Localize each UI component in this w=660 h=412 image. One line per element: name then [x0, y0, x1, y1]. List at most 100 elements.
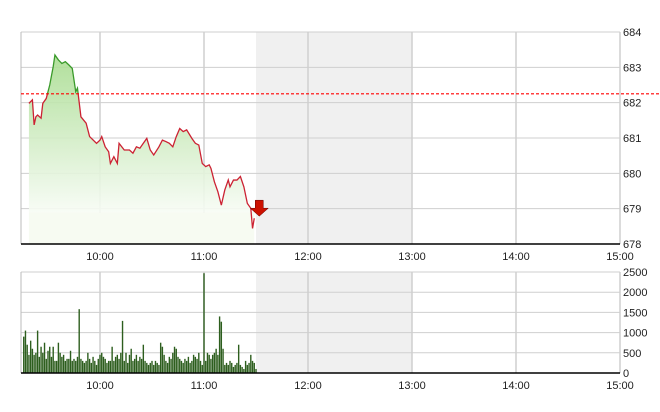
down-arrow-icon — [249, 199, 269, 217]
x-tick-label: 10:00 — [86, 251, 114, 263]
volume-bar — [182, 362, 184, 373]
volume-bar — [59, 352, 61, 373]
volume-bar — [173, 346, 176, 373]
volume-bar — [170, 358, 172, 373]
volume-bar — [166, 362, 169, 373]
volume-bar — [31, 348, 34, 373]
volume-bar — [158, 364, 160, 373]
volume-bar — [156, 362, 158, 373]
volume-bar — [179, 358, 181, 373]
y-tick-label: 682 — [623, 98, 641, 110]
volume-bar — [42, 352, 44, 373]
volume-bar — [224, 364, 226, 373]
volume-bar — [210, 358, 212, 373]
volume-bar — [113, 360, 115, 373]
volume-bar — [194, 356, 197, 373]
x-tick-label: 12:00 — [294, 251, 322, 263]
volume-bar — [208, 354, 210, 373]
volume-bar — [218, 316, 221, 373]
volume-bar — [128, 354, 131, 373]
volume-bar — [236, 362, 238, 373]
volume-bar — [80, 358, 82, 373]
volume-bar — [196, 358, 198, 373]
x-tick-label: 13:00 — [398, 380, 426, 392]
volume-bar — [87, 352, 89, 373]
volume-bar — [163, 354, 165, 373]
volume-bar — [198, 352, 200, 373]
y-tick-label: 681 — [623, 133, 641, 145]
volume-bar — [78, 309, 80, 373]
volume-bar — [61, 356, 63, 373]
volume-bar — [180, 360, 183, 373]
volume-bar — [225, 362, 228, 373]
volume-bar — [205, 360, 207, 373]
volume-bar — [97, 358, 99, 373]
y-tick-label: 683 — [623, 62, 641, 74]
volume-panel: 0 500 1000 1500 2000 2500 10:00 11:00 12:00 13:00… — [20, 267, 647, 392]
volume-bar — [73, 358, 75, 373]
volume-bar — [29, 340, 32, 373]
volume-bar — [168, 356, 171, 373]
volume-bar — [232, 366, 235, 373]
volume-bar — [253, 362, 255, 373]
y-tick-label: 1000 — [623, 328, 647, 340]
volume-bar — [149, 362, 151, 373]
y-tick-label: 679 — [623, 204, 641, 216]
volume-bar — [33, 354, 35, 373]
volume-bar — [144, 360, 146, 373]
volume-bar — [116, 354, 119, 373]
volume-bar — [66, 358, 68, 373]
volume-bar — [125, 352, 127, 373]
volume-bar — [135, 354, 138, 373]
volume-bar — [250, 354, 252, 373]
volume-bar — [192, 354, 195, 373]
volume-bar — [88, 358, 91, 373]
volume-bar — [140, 358, 143, 373]
volume-bar — [121, 320, 124, 373]
volume-bar — [161, 346, 164, 373]
volume-bar — [234, 364, 236, 373]
y-tick-label: 500 — [623, 348, 641, 360]
volume-bar — [69, 350, 72, 373]
volume-bar — [111, 346, 113, 373]
volume-bar — [151, 360, 153, 373]
volume-bar — [206, 352, 209, 373]
volume-bar — [211, 354, 214, 373]
volume-bar — [118, 358, 120, 373]
volume-bar — [251, 360, 254, 373]
volume-bar — [215, 348, 217, 373]
volume-bar — [101, 352, 103, 373]
price-area-fill — [28, 54, 255, 229]
volume-bar — [142, 344, 145, 373]
x-tick-label: 15:00 — [606, 251, 634, 263]
volume-bar — [102, 356, 105, 373]
volume-bar — [40, 346, 42, 373]
volume-bar — [177, 356, 179, 373]
x-tick-label: 14:00 — [502, 251, 530, 263]
volume-bar — [90, 362, 93, 373]
volume-bar — [220, 321, 223, 373]
volume-bar — [55, 360, 58, 373]
x-tick-label: 12:00 — [294, 380, 322, 392]
volume-bar — [244, 360, 247, 373]
volume-bar — [71, 360, 73, 373]
volume-bar — [107, 360, 110, 373]
volume-bar — [54, 360, 56, 373]
volume-bar — [92, 356, 94, 373]
volume-bar — [36, 330, 39, 373]
volume-bar — [154, 360, 157, 373]
volume-bar — [133, 358, 136, 373]
y-tick-label: 2500 — [623, 267, 647, 279]
volume-bar — [85, 360, 87, 373]
volume-bar — [229, 360, 231, 373]
x-tick-label: 10:00 — [86, 380, 114, 392]
volume-bar — [52, 346, 54, 373]
volume-bar — [239, 364, 242, 373]
volume-bar — [147, 364, 150, 373]
y-tick-label: 678 — [623, 239, 641, 251]
volume-bar — [184, 358, 186, 373]
volume-bar — [199, 360, 202, 373]
volume-bar — [191, 360, 193, 373]
volume-bar — [185, 360, 188, 373]
